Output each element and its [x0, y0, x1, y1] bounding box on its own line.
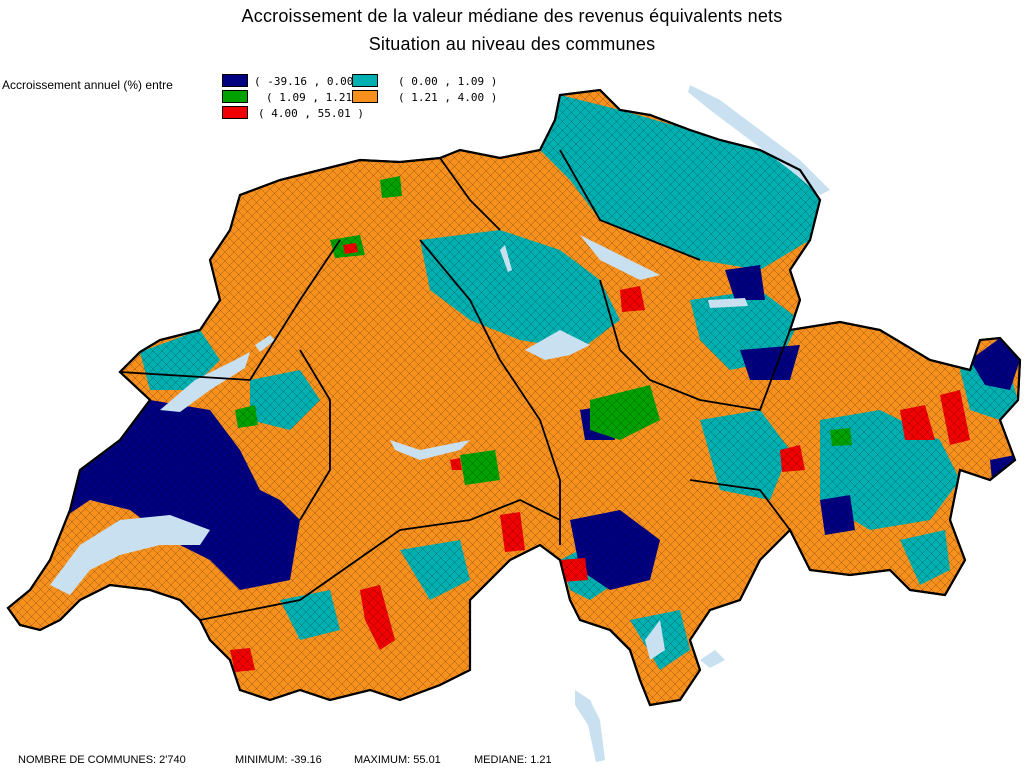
legend-swatch-class-2: [352, 74, 378, 87]
legend-range-class-4: ( 1.21 , 4.00 ): [398, 91, 498, 104]
canton-borders: [119, 149, 791, 621]
legend-range-class-1: ( -39.16 , 0.00 ): [254, 75, 367, 88]
legend-range-class-3: ( 1.09 , 1.21 ): [266, 91, 366, 104]
lakes: [50, 235, 748, 660]
legend-range-class-2: ( 0.00 , 1.09 ): [398, 75, 498, 88]
footer-maximum: MAXIMUM: 55.01: [354, 754, 441, 766]
map-subtitle: Situation au niveau des communes: [368, 34, 656, 54]
footer-median: MEDIANE: 1.21: [474, 754, 552, 766]
legend-swatch-class-1: [222, 74, 248, 87]
legend-range-class-5: ( 4.00 , 55.01 ): [258, 107, 364, 120]
footer-minimum: MINIMUM: -39.16: [235, 754, 322, 766]
footer-commune-count: NOMBRE DE COMMUNES: 2'740: [18, 754, 186, 766]
legend-title: Accroissement annuel (%) entre: [2, 78, 173, 92]
map-title: Accroissement de la valeur médiane des r…: [241, 6, 783, 26]
legend-swatch-class-4: [352, 90, 378, 103]
legend-swatch-class-5: [222, 106, 248, 119]
legend-swatch-class-3: [222, 90, 248, 103]
